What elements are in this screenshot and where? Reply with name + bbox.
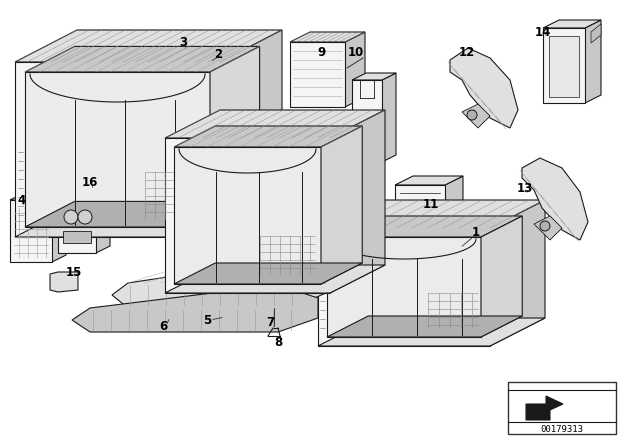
Polygon shape	[327, 237, 481, 337]
Polygon shape	[395, 185, 445, 257]
Polygon shape	[522, 158, 588, 240]
Circle shape	[540, 221, 550, 231]
Polygon shape	[481, 216, 522, 337]
Polygon shape	[165, 110, 385, 138]
Polygon shape	[450, 48, 518, 128]
Text: 6: 6	[159, 319, 167, 332]
Polygon shape	[72, 285, 318, 332]
Polygon shape	[318, 228, 490, 346]
Polygon shape	[52, 193, 66, 262]
Polygon shape	[327, 316, 522, 337]
Polygon shape	[58, 195, 96, 253]
Polygon shape	[174, 263, 362, 284]
Circle shape	[78, 210, 92, 224]
Polygon shape	[327, 216, 522, 237]
Polygon shape	[591, 24, 601, 43]
Text: 15: 15	[66, 266, 82, 279]
Polygon shape	[526, 396, 563, 420]
Bar	[508, 382, 616, 434]
Polygon shape	[543, 28, 585, 103]
Polygon shape	[15, 62, 220, 237]
Text: 9: 9	[318, 46, 326, 59]
Text: 4: 4	[18, 194, 26, 207]
Polygon shape	[352, 73, 396, 80]
Polygon shape	[112, 258, 328, 308]
Polygon shape	[318, 200, 545, 228]
Polygon shape	[10, 193, 66, 200]
Polygon shape	[25, 72, 210, 227]
Polygon shape	[395, 176, 463, 185]
Text: 8: 8	[274, 336, 282, 349]
Circle shape	[467, 110, 477, 120]
Polygon shape	[165, 265, 385, 293]
Polygon shape	[543, 20, 601, 28]
Polygon shape	[15, 30, 282, 62]
Polygon shape	[58, 188, 110, 195]
Text: 14: 14	[535, 26, 551, 39]
Polygon shape	[585, 20, 601, 103]
Polygon shape	[321, 126, 362, 284]
Polygon shape	[25, 47, 260, 72]
Text: 7: 7	[266, 316, 274, 329]
Polygon shape	[10, 200, 52, 262]
Polygon shape	[15, 205, 282, 237]
Polygon shape	[220, 30, 282, 237]
Bar	[63, 231, 91, 243]
Polygon shape	[174, 147, 321, 284]
Text: 12: 12	[459, 46, 475, 59]
Polygon shape	[210, 47, 260, 227]
Circle shape	[64, 210, 78, 224]
Polygon shape	[96, 188, 110, 253]
Text: 3: 3	[179, 35, 187, 48]
Text: 13: 13	[517, 181, 533, 194]
Polygon shape	[165, 138, 330, 293]
Polygon shape	[258, 306, 290, 328]
Text: 16: 16	[82, 177, 98, 190]
Text: 5: 5	[203, 314, 211, 327]
Polygon shape	[290, 42, 345, 107]
Polygon shape	[290, 32, 365, 42]
Polygon shape	[50, 272, 78, 292]
Polygon shape	[345, 32, 365, 107]
Polygon shape	[462, 104, 490, 128]
Text: 00179313: 00179313	[541, 425, 584, 434]
Polygon shape	[549, 36, 579, 97]
Polygon shape	[25, 202, 260, 227]
Polygon shape	[352, 80, 382, 162]
Text: 11: 11	[423, 198, 439, 211]
Text: 1: 1	[472, 225, 480, 238]
Text: 2: 2	[214, 48, 222, 61]
Text: 10: 10	[348, 46, 364, 59]
Polygon shape	[174, 126, 362, 147]
Polygon shape	[534, 216, 562, 240]
Polygon shape	[330, 110, 385, 293]
Polygon shape	[445, 176, 463, 257]
Polygon shape	[318, 318, 545, 346]
Polygon shape	[490, 200, 545, 346]
Polygon shape	[382, 73, 396, 162]
